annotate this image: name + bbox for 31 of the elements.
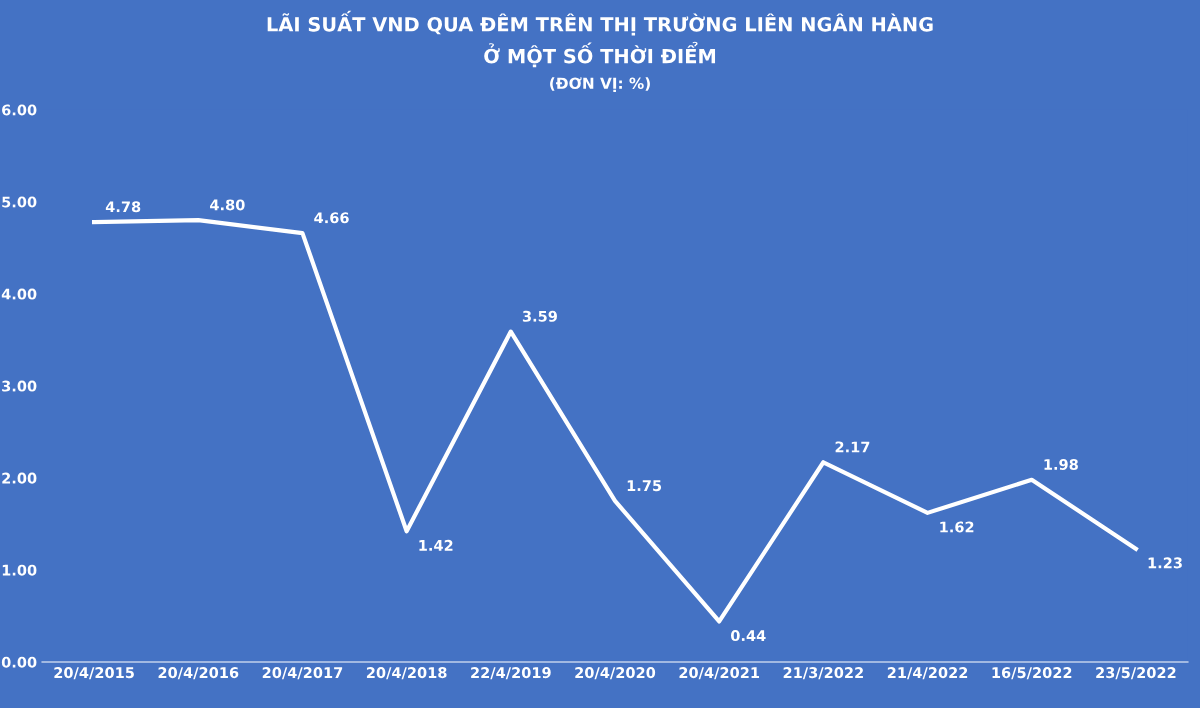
- y-tick-label: 5.00: [2, 196, 37, 208]
- data-label: 4.80: [210, 199, 245, 211]
- y-tick-label: 4.00: [1, 288, 37, 300]
- data-label: 3.59: [522, 310, 557, 322]
- y-tick-label: 1.00: [2, 564, 37, 576]
- data-label: 1.23: [1148, 557, 1182, 569]
- data-label: 1.42: [419, 539, 453, 551]
- data-label: 0.44: [730, 630, 766, 642]
- chart-title: LÃI SUẤT VND QUA ĐÊM TRÊN THỊ TRƯỜNG LIÊN NGÂN HÀNG Ở MỘT SỐ THỜI ĐIỂM: [267, 10, 933, 68]
- x-tick-label: 22/4/2019: [471, 667, 551, 680]
- x-tick-label: 20/4/2020: [575, 667, 656, 680]
- x-tick-label: 21/3/2022: [783, 667, 863, 680]
- x-tick-label: 20/4/2021: [679, 667, 760, 680]
- x-tick-label: 23/5/2022: [1096, 667, 1176, 680]
- x-tick-label: 20/4/2016: [158, 667, 239, 680]
- y-tick-label: 0.00: [1, 656, 37, 668]
- x-tick-label: 20/4/2018: [366, 667, 447, 680]
- data-label: 4.66: [314, 212, 349, 224]
- y-tick-label: 6.00: [2, 104, 37, 116]
- data-label: 1.62: [940, 521, 974, 533]
- y-tick-label: 3.00: [2, 380, 37, 392]
- data-label: 1.75: [627, 480, 662, 492]
- data-label: 1.98: [1044, 458, 1078, 470]
- x-tick-label: 21/4/2022: [887, 667, 968, 680]
- data-label: 2.17: [835, 441, 870, 453]
- data-label: 4.78: [105, 201, 141, 213]
- y-tick-label: 2.00: [2, 472, 37, 484]
- chart-subtitle: (ĐƠN VỊ: %): [550, 77, 650, 93]
- x-tick-label: 20/4/2017: [262, 667, 343, 680]
- x-tick-label: 16/5/2022: [992, 667, 1072, 680]
- x-tick-label: 20/4/2015: [54, 667, 134, 680]
